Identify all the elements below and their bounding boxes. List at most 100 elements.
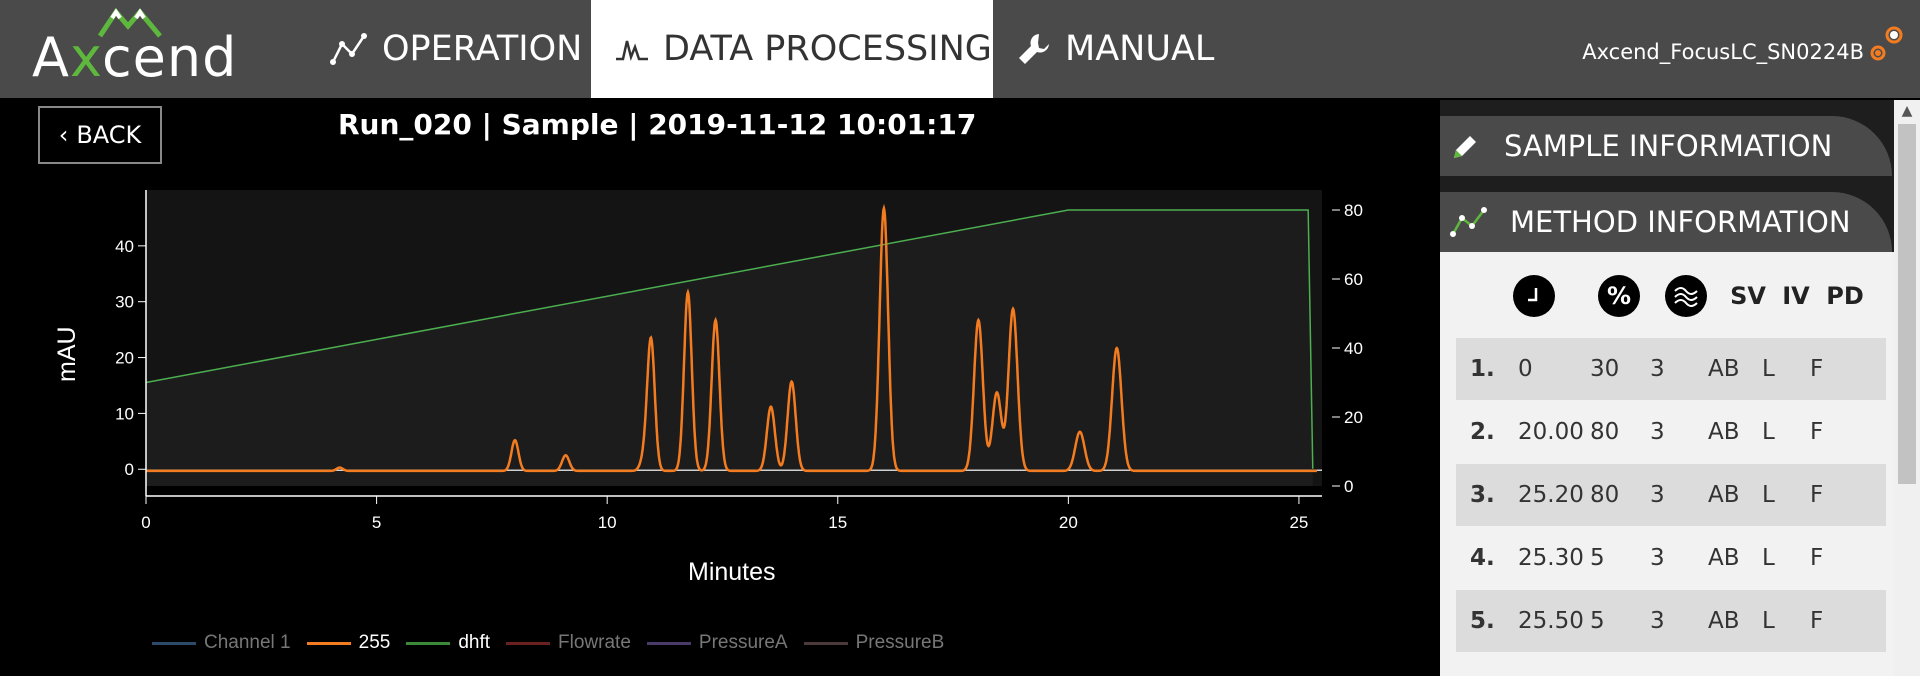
sample-information-label: SAMPLE INFORMATION <box>1504 129 1833 163</box>
method-information-header[interactable]: METHOD INFORMATION <box>1440 192 1892 252</box>
legend-swatch <box>152 641 196 645</box>
y2-tick-label: 0 <box>1344 477 1353 496</box>
legend-label: 255 <box>358 632 391 653</box>
sample-information-header[interactable]: SAMPLE INFORMATION <box>1440 116 1892 176</box>
row-sv: AB <box>1708 608 1740 634</box>
y2-tick-label: 20 <box>1344 408 1363 427</box>
row-sv: AB <box>1708 356 1740 382</box>
info-panel: SAMPLE INFORMATION METHOD INFORMATION % … <box>1440 100 1894 676</box>
legend-item[interactable]: PressureA <box>646 632 788 654</box>
row-number: 5. <box>1470 608 1495 634</box>
pd-column-header: PD <box>1826 282 1864 310</box>
method-row[interactable]: 4. 25.30 5 3 AB L F <box>1456 527 1886 589</box>
row-flow: 3 <box>1650 419 1665 445</box>
panel-scrollbar[interactable]: ▲ <box>1894 100 1920 676</box>
row-sv: AB <box>1708 545 1740 571</box>
row-percent: 30 <box>1590 356 1620 382</box>
row-pd: F <box>1810 356 1824 382</box>
row-time: 0 <box>1518 356 1533 382</box>
legend-label: PressureB <box>855 632 945 653</box>
tab-manual-label: MANUAL <box>1065 29 1215 69</box>
pencil-icon <box>1450 130 1482 162</box>
row-pd: F <box>1810 545 1824 571</box>
y2-tick-label: 60 <box>1344 270 1363 289</box>
row-time: 25.20 <box>1518 482 1584 508</box>
scroll-up-arrow-icon[interactable]: ▲ <box>1901 103 1913 119</box>
row-percent: 5 <box>1590 608 1605 634</box>
gradient-area <box>146 210 1313 486</box>
row-time: 25.30 <box>1518 545 1584 571</box>
y-tick-label: 30 <box>115 293 134 312</box>
back-button[interactable]: ‹ BACK <box>38 106 162 164</box>
method-row[interactable]: 3. 25.20 80 3 AB L F <box>1456 464 1886 526</box>
y-tick-label: 10 <box>115 404 134 423</box>
legend-item[interactable]: Channel 1 <box>152 632 291 654</box>
wrench-icon <box>1017 32 1051 66</box>
iv-column-header: IV <box>1782 282 1810 310</box>
peak-icon <box>615 37 649 61</box>
row-flow: 3 <box>1650 545 1665 571</box>
y2-tick-label: 80 <box>1344 201 1363 220</box>
x-tick-label: 0 <box>141 513 150 532</box>
legend-item[interactable]: 255 <box>306 632 391 654</box>
row-pd: F <box>1810 419 1824 445</box>
y-tick-label: 0 <box>125 460 134 479</box>
method-row[interactable]: 5. 25.50 5 3 AB L F <box>1456 590 1886 652</box>
y2-tick-label: 40 <box>1344 339 1363 358</box>
legend-swatch <box>803 641 848 645</box>
mountain-logo-icon <box>97 7 162 38</box>
row-percent: 5 <box>1590 545 1605 571</box>
y-axis-label: mAU <box>53 326 81 382</box>
row-flow: 3 <box>1650 608 1665 634</box>
legend-swatch <box>306 641 351 645</box>
chromatogram-chart[interactable]: 0 10 20 30 40 0 5 10 15 20 25 0 20 40 60 80 <box>0 180 1420 580</box>
method-information-label: METHOD INFORMATION <box>1510 205 1851 239</box>
row-iv: L <box>1762 545 1775 571</box>
method-table-header: % SV IV PD <box>1440 274 1894 324</box>
tab-data-processing[interactable]: DATA PROCESSING <box>591 0 993 98</box>
row-time: 20.00 <box>1518 419 1584 445</box>
connection-status-icon[interactable] <box>1868 26 1904 62</box>
clock-icon <box>1513 275 1555 317</box>
method-row[interactable]: 1. 0 30 3 AB L F <box>1456 338 1886 400</box>
row-iv: L <box>1762 482 1775 508</box>
tab-operation[interactable]: OPERATION <box>306 0 591 98</box>
series-255-line <box>146 203 1317 473</box>
legend-item[interactable]: dhft <box>406 632 490 654</box>
legend-swatch <box>646 641 691 645</box>
x-tick-label: 15 <box>828 513 847 532</box>
row-sv: AB <box>1708 482 1740 508</box>
series-dhft-line <box>145 209 1314 469</box>
tab-data-processing-label: DATA PROCESSING <box>663 29 992 69</box>
row-pd: F <box>1810 482 1824 508</box>
method-row[interactable]: 2. 20.00 80 3 AB L F <box>1456 401 1886 463</box>
percent-column-header: % <box>1597 274 1641 318</box>
y-tick-label: 40 <box>115 237 134 256</box>
row-number: 4. <box>1470 545 1495 571</box>
row-iv: L <box>1762 608 1775 634</box>
row-number: 3. <box>1470 482 1495 508</box>
legend-item[interactable]: Flowrate <box>506 632 631 654</box>
chevron-left-icon: ‹ <box>58 121 69 149</box>
row-pd: F <box>1810 608 1824 634</box>
tab-manual[interactable]: MANUAL <box>993 0 1253 98</box>
method-table: % SV IV PD 1. 0 30 3 AB L F 2. 20.00 80 … <box>1440 252 1894 676</box>
flow-column-header <box>1664 274 1708 318</box>
row-iv: L <box>1762 419 1775 445</box>
row-flow: 3 <box>1650 482 1665 508</box>
back-button-label: BACK <box>76 121 142 149</box>
row-iv: L <box>1762 356 1775 382</box>
flow-waves-icon <box>1665 275 1707 317</box>
line-chart-icon <box>1450 206 1488 238</box>
legend-label: Channel 1 <box>204 632 291 653</box>
row-sv: AB <box>1708 419 1740 445</box>
scrollbar-thumb[interactable] <box>1898 124 1916 484</box>
row-percent: 80 <box>1590 482 1620 508</box>
device-name: Axcend_FocusLC_SN0224B <box>1582 40 1864 64</box>
x-tick-label: 25 <box>1289 513 1308 532</box>
tab-operation-label: OPERATION <box>382 29 583 69</box>
legend-item[interactable]: PressureB <box>803 632 945 654</box>
top-navigation-bar: Axcend OPERATION DATA PROCESSING MANUAL … <box>0 0 1920 98</box>
time-column-header <box>1512 274 1556 318</box>
row-time: 25.50 <box>1518 608 1584 634</box>
